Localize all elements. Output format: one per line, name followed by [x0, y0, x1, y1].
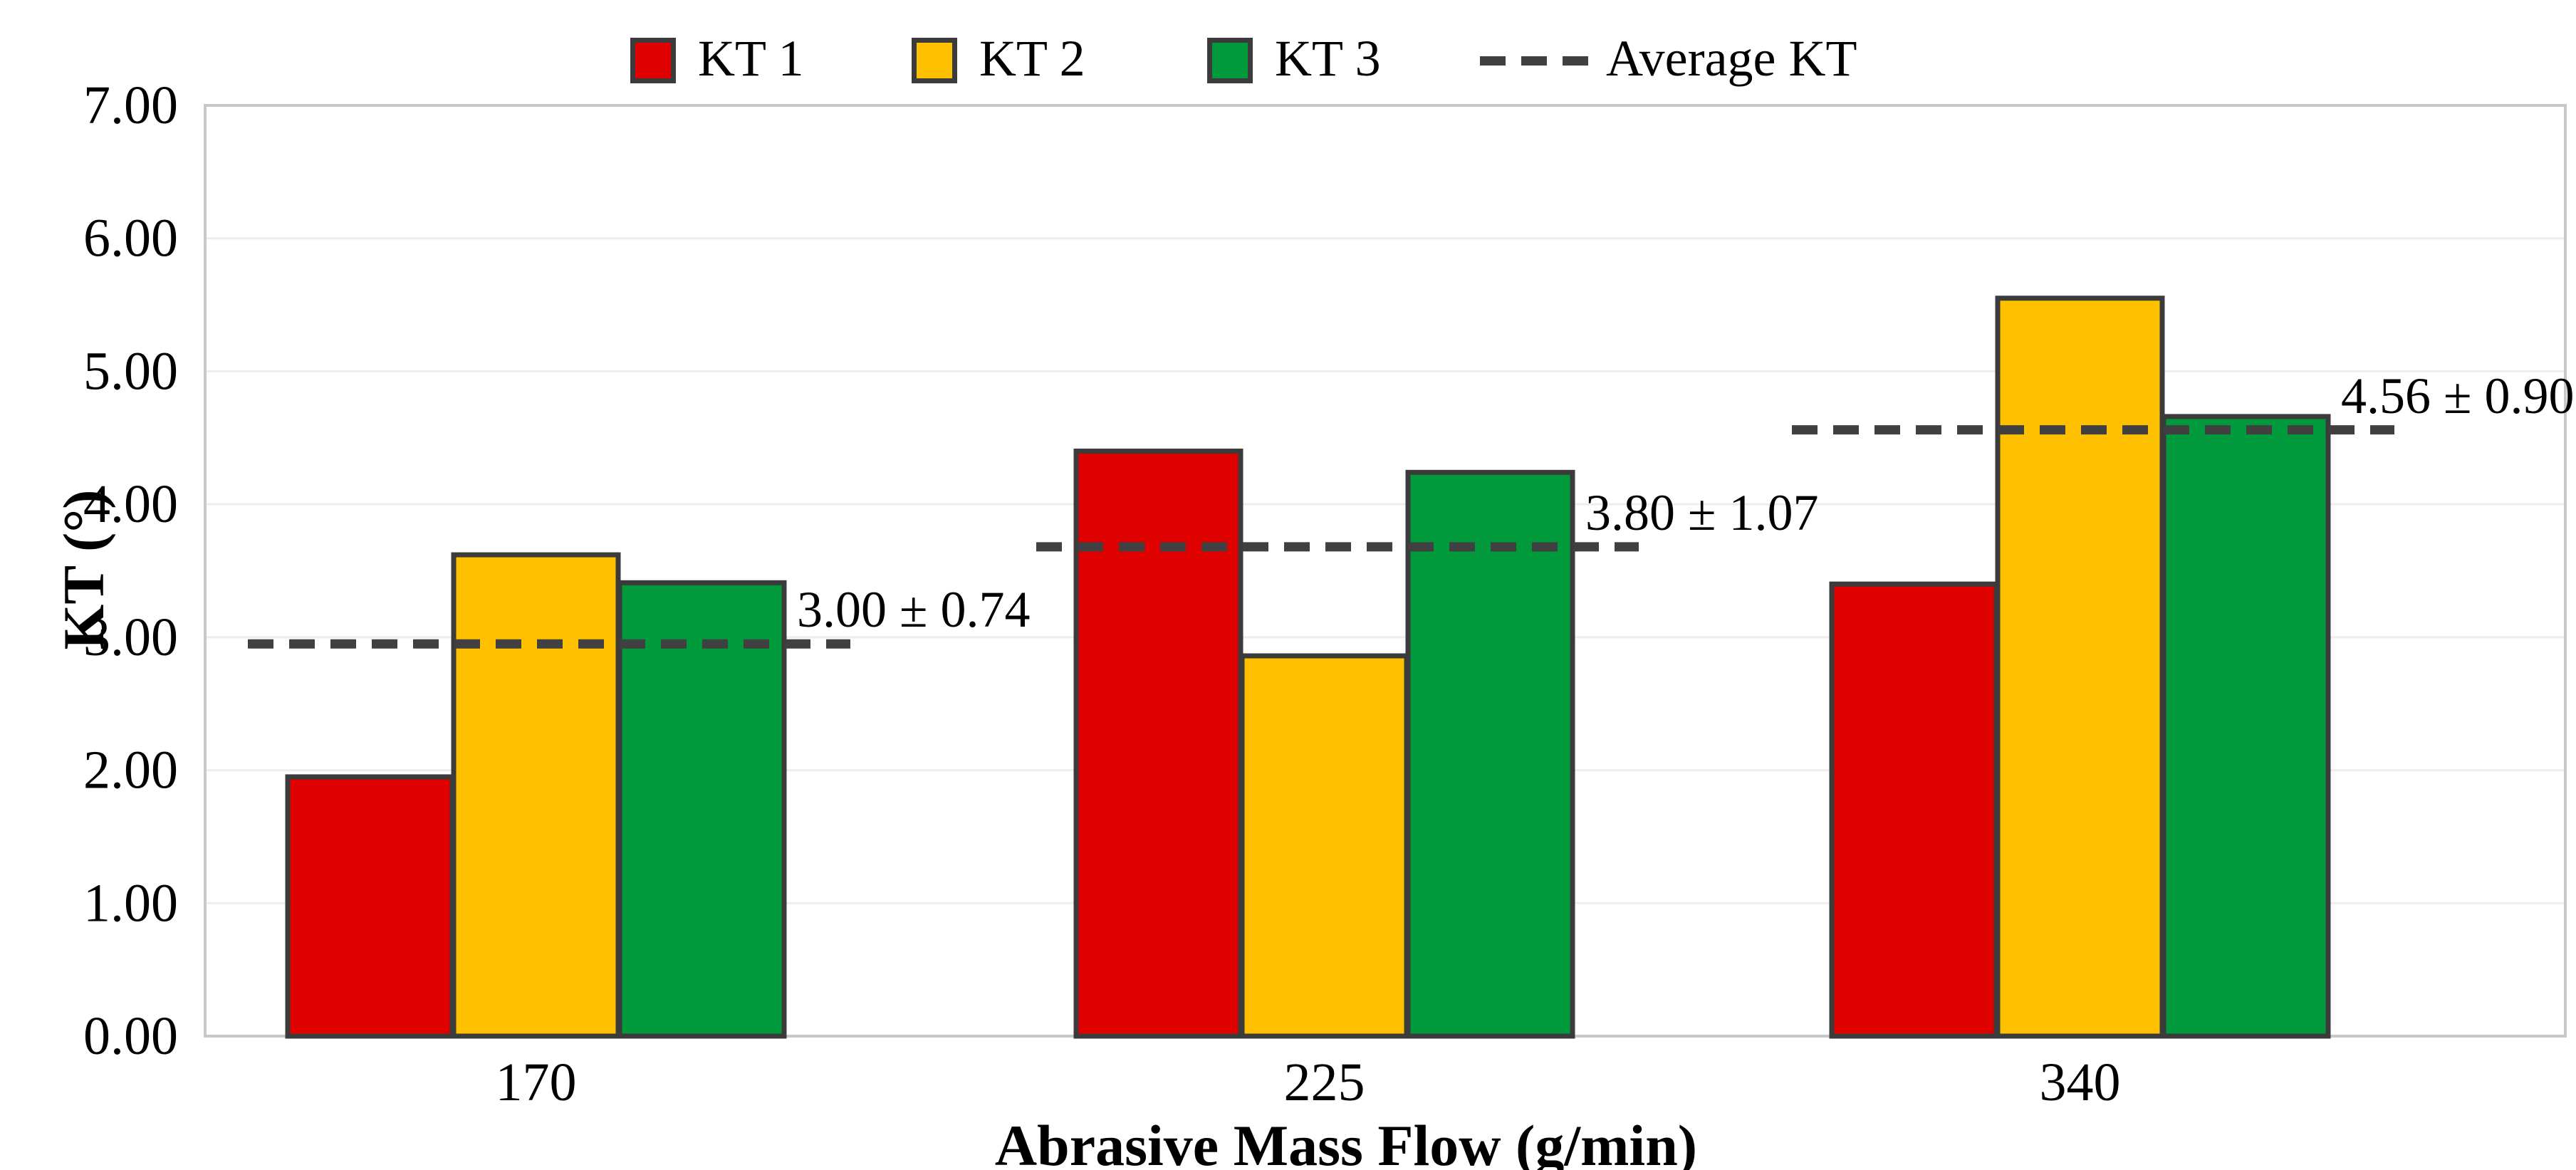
y-axis-tick-label: 0.00: [83, 1006, 178, 1066]
x-axis-title: Abrasive Mass Flow (g/min): [994, 1113, 1698, 1170]
average-kt-dash-icon: [1480, 56, 1588, 66]
y-axis-tick-label: 3.00: [83, 607, 178, 667]
x-axis-tick-label: 340: [2040, 1053, 2121, 1112]
x-axis-tick-label: 170: [496, 1053, 577, 1112]
legend-label-kt3: KT 3: [1275, 30, 1381, 88]
average-annotation-340: 4.56 ± 0.90: [2341, 367, 2575, 424]
legend: KT 1 KT 2 KT 3 Average KT: [0, 0, 2576, 100]
legend-label-average-kt: Average KT: [1606, 30, 1857, 88]
y-axis-tick-label: 4.00: [83, 474, 178, 534]
kt1-color-swatch-icon: [630, 38, 676, 83]
bar-kt1-340: [1829, 581, 1999, 1039]
y-axis-tick-label: 6.00: [83, 209, 178, 268]
bar-kt2-225: [1239, 653, 1409, 1039]
x-axis-tick-label: 225: [1284, 1053, 1365, 1112]
bar-kt1-170: [285, 774, 455, 1039]
y-axis-tick-label: 1.00: [83, 873, 178, 933]
average-annotation-170: 3.00 ± 0.74: [797, 581, 1031, 639]
y-axis-tick-label: 5.00: [83, 341, 178, 401]
y-axis-tick-label: 2.00: [83, 741, 178, 800]
bar-kt1-225: [1073, 448, 1243, 1039]
y-axis-title: KT (°): [51, 489, 116, 650]
bar-kt3-170: [617, 580, 787, 1039]
average-annotation-225: 3.80 ± 1.07: [1585, 484, 1819, 541]
legend-label-kt2: KT 2: [979, 30, 1085, 88]
bar-kt3-340: [2161, 414, 2331, 1039]
bar-kt2-340: [1995, 296, 2165, 1039]
kt2-color-swatch-icon: [912, 38, 957, 83]
kt3-color-swatch-icon: [1207, 38, 1253, 83]
legend-label-kt1: KT 1: [698, 30, 804, 88]
bar-kt3-225: [1405, 469, 1575, 1039]
y-axis-tick-label: 7.00: [83, 75, 178, 135]
bar-kt2-170: [451, 552, 621, 1039]
